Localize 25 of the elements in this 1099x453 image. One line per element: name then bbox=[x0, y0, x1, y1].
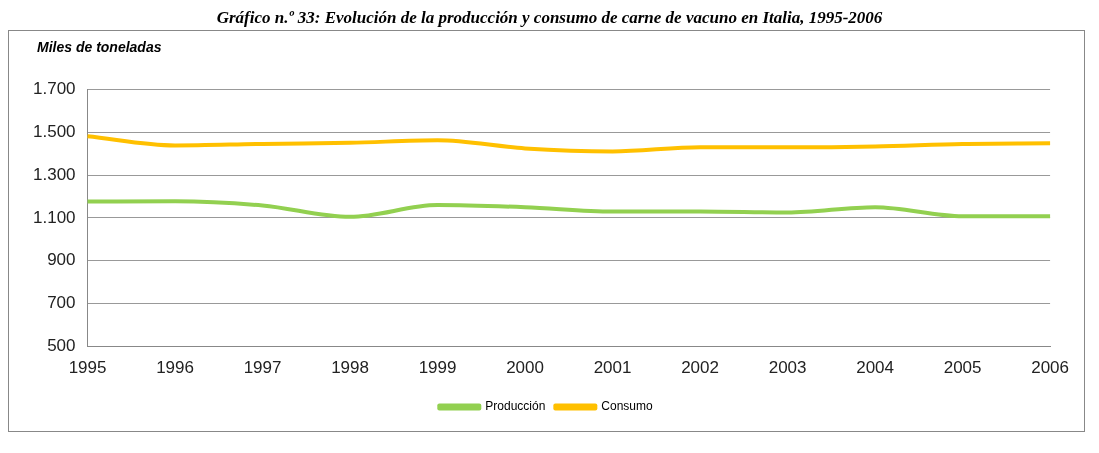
x-tick-label: 1995 bbox=[68, 358, 107, 378]
x-tick-label: 1998 bbox=[331, 358, 369, 378]
x-tick-label: 1999 bbox=[418, 358, 457, 378]
x-tick-label: 2005 bbox=[943, 358, 982, 378]
y-tick-label: 1.500 bbox=[32, 121, 76, 141]
y-tick-label: 700 bbox=[47, 293, 76, 313]
chart-title: Gráfico n.º 33: Evolución de la producción y consumo de carne de vacuno en Italia, 1995-2006 bbox=[215, 8, 884, 29]
legend-label: Producción bbox=[485, 399, 546, 414]
x-tick-label: 1997 bbox=[243, 358, 282, 378]
x-tick-label: 2000 bbox=[506, 358, 544, 378]
line-series bbox=[85, 199, 1053, 219]
y-axis-title: Miles de toneladas bbox=[37, 39, 162, 55]
x-tick-label: 2001 bbox=[593, 358, 632, 378]
y-tick-label: 1.100 bbox=[32, 207, 76, 227]
line-series bbox=[85, 134, 1053, 154]
y-tick-label: 1.700 bbox=[32, 78, 76, 98]
legend-label: Consumo bbox=[601, 399, 654, 414]
y-tick-label: 900 bbox=[47, 250, 76, 270]
x-tick-label: 2006 bbox=[1031, 358, 1069, 378]
x-tick-label: 2004 bbox=[856, 358, 894, 378]
x-tick-label: 2002 bbox=[681, 358, 719, 378]
y-tick-label: 500 bbox=[47, 336, 76, 356]
x-tick-label: 2003 bbox=[768, 358, 807, 378]
x-tick-label: 1996 bbox=[156, 358, 194, 378]
y-tick-label: 1.300 bbox=[32, 164, 76, 184]
